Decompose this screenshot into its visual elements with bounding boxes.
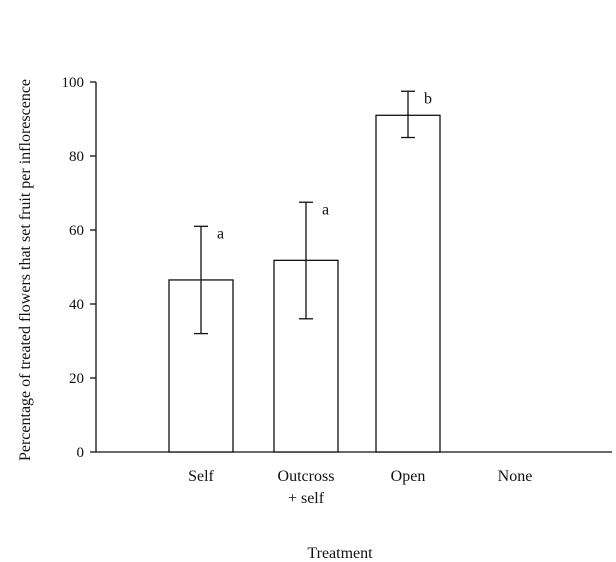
significance-letter: a [322, 201, 329, 218]
category-labels: Self Outcross + self Open None [188, 468, 532, 507]
x-axis-title: Treatment [307, 545, 373, 562]
significance-letter: b [424, 90, 432, 107]
category-label: Open [391, 468, 426, 485]
y-axis-title: Percentage of treated flowers that set f… [17, 79, 34, 461]
y-tick-label: 0 [77, 445, 85, 461]
error-bar [194, 225, 208, 335]
y-tick-label: 60 [69, 223, 84, 239]
error-bars [194, 90, 415, 335]
category-label: + self [288, 490, 325, 507]
y-tick-label: 100 [62, 75, 85, 91]
significance-letters: a a b [217, 90, 432, 242]
y-tick-label: 40 [69, 297, 84, 313]
y-tick-label: 20 [69, 371, 84, 387]
bar [375, 114, 441, 453]
category-label: None [498, 468, 533, 485]
significance-letter: a [217, 225, 224, 242]
y-tick-label: 80 [69, 149, 84, 165]
category-label: Outcross [278, 468, 335, 485]
error-bar [401, 90, 415, 139]
y-axis: 0 20 40 60 80 100 [62, 75, 97, 461]
category-label: Self [188, 468, 214, 485]
error-bar [299, 201, 313, 320]
bars [168, 114, 441, 453]
